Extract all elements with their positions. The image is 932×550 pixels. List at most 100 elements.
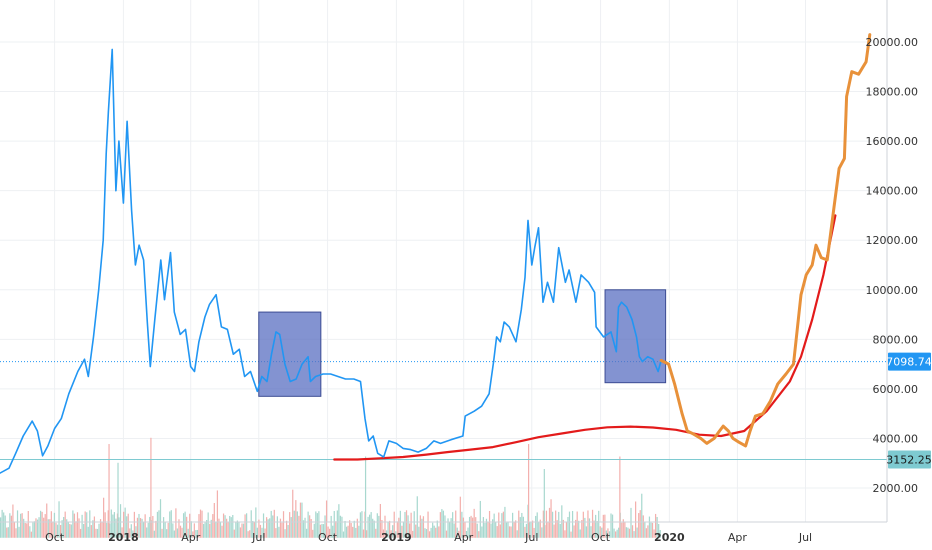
- volume-bar: [195, 530, 197, 538]
- y-tick-label: 10000.00: [866, 284, 919, 297]
- volume-bar: [579, 529, 581, 538]
- volume-bar: [10, 515, 12, 538]
- volume-bar: [142, 522, 145, 538]
- volume-bar: [101, 522, 103, 538]
- volume-bar: [498, 512, 500, 538]
- volume-bar: [79, 528, 82, 538]
- volume-bar: [335, 521, 337, 538]
- volume-bar: [468, 516, 471, 538]
- volume-bar: [241, 523, 243, 538]
- volume-bar: [428, 531, 431, 538]
- volume-bar: [593, 520, 595, 538]
- volume-bar: [465, 530, 468, 538]
- volume-bar: [470, 515, 472, 538]
- volume-bar: [302, 520, 305, 538]
- volume-bar: [442, 510, 445, 538]
- volume-bar: [376, 513, 378, 538]
- volume-bar: [336, 510, 338, 538]
- volume-bar: [624, 521, 626, 538]
- volume-bar: [545, 510, 548, 538]
- volume-bar: [382, 529, 385, 538]
- volume-bar: [648, 516, 651, 538]
- volume-bar: [654, 513, 657, 538]
- volume-bar: [255, 507, 257, 538]
- volume-bar: [86, 512, 88, 538]
- volume-bar: [608, 531, 611, 538]
- volume-bar: [499, 524, 501, 538]
- volume-bar: [32, 522, 34, 538]
- volume-bar: [487, 522, 489, 538]
- price-tag-label: 7098.74: [886, 356, 932, 369]
- volume-bar: [159, 499, 162, 538]
- volume-bar: [387, 522, 389, 538]
- volume-bar: [531, 520, 534, 538]
- volume-bar: [656, 516, 658, 538]
- volume-bar: [344, 520, 346, 538]
- x-tick-label: Jul: [524, 531, 538, 544]
- volume-bar: [435, 527, 437, 538]
- volume-bar: [369, 514, 371, 538]
- x-tick-label: Apr: [181, 531, 201, 544]
- volume-bar: [633, 531, 635, 538]
- volume-bar: [193, 523, 195, 538]
- price-axis[interactable]: 2000.00 4000.00 6000.00 8000.00 10000.00 1200…: [866, 36, 919, 495]
- volume-bar: [161, 528, 163, 538]
- volume-bar: [96, 528, 99, 538]
- volume-bar: [153, 530, 155, 538]
- highlight-box: [258, 311, 322, 397]
- volume-bar: [349, 520, 351, 538]
- volume-bar: [172, 523, 174, 538]
- volume-bar: [392, 525, 394, 538]
- volume-bar: [528, 522, 531, 538]
- volume-bar: [436, 520, 438, 538]
- forecast-line: [659, 33, 872, 448]
- volume-bar: [642, 515, 644, 538]
- volume-bar: [118, 517, 120, 538]
- volume-bar: [372, 518, 374, 538]
- time-axis[interactable]: Oct 2018 Apr Jul Oct 2019 Apr Jul Oct 2020 Apr Jul: [45, 531, 812, 544]
- volume-bar: [301, 502, 303, 538]
- volume-bar: [571, 510, 574, 538]
- y-tick-label: 8000.00: [873, 333, 919, 346]
- volume-bar: [515, 520, 517, 538]
- volume-bar: [56, 524, 59, 538]
- volume-bar: [252, 520, 254, 538]
- volume-bar: [538, 521, 540, 538]
- volume-bar: [550, 499, 552, 538]
- volume-bar: [322, 524, 325, 538]
- volume-bar: [3, 512, 5, 538]
- volume-bar: [422, 516, 425, 538]
- moving-average-line: [333, 214, 837, 461]
- volume-bar: [556, 520, 558, 538]
- volume-bar: [216, 490, 219, 538]
- volume-bar: [507, 521, 509, 538]
- volume-bar: [535, 515, 537, 538]
- volume-bar: [121, 527, 123, 538]
- y-tick-label: 20000.00: [866, 36, 919, 49]
- volume-bar: [182, 513, 185, 538]
- volume-bar: [478, 531, 480, 538]
- volume-bar: [73, 513, 76, 538]
- volume-bar: [581, 520, 583, 538]
- volume-bar: [395, 531, 397, 538]
- volume-bar: [9, 513, 11, 538]
- volume-bar: [631, 525, 634, 538]
- volume-bar: [47, 519, 49, 538]
- volume-bar: [516, 530, 518, 538]
- volume-bar: [653, 529, 655, 538]
- volume-bar: [6, 527, 8, 538]
- volume-bar: [522, 516, 524, 538]
- volume-bar: [650, 522, 652, 538]
- price-tag: [888, 352, 931, 371]
- volume-bar: [584, 517, 586, 538]
- volume-bar: [439, 512, 441, 538]
- volume-bar: [215, 522, 217, 538]
- volume-bar: [36, 519, 39, 538]
- volume-bar: [58, 501, 60, 538]
- volume-bar: [459, 496, 461, 538]
- volume-bar: [445, 530, 448, 538]
- volume-bar: [325, 500, 328, 538]
- volume-bar: [513, 522, 515, 538]
